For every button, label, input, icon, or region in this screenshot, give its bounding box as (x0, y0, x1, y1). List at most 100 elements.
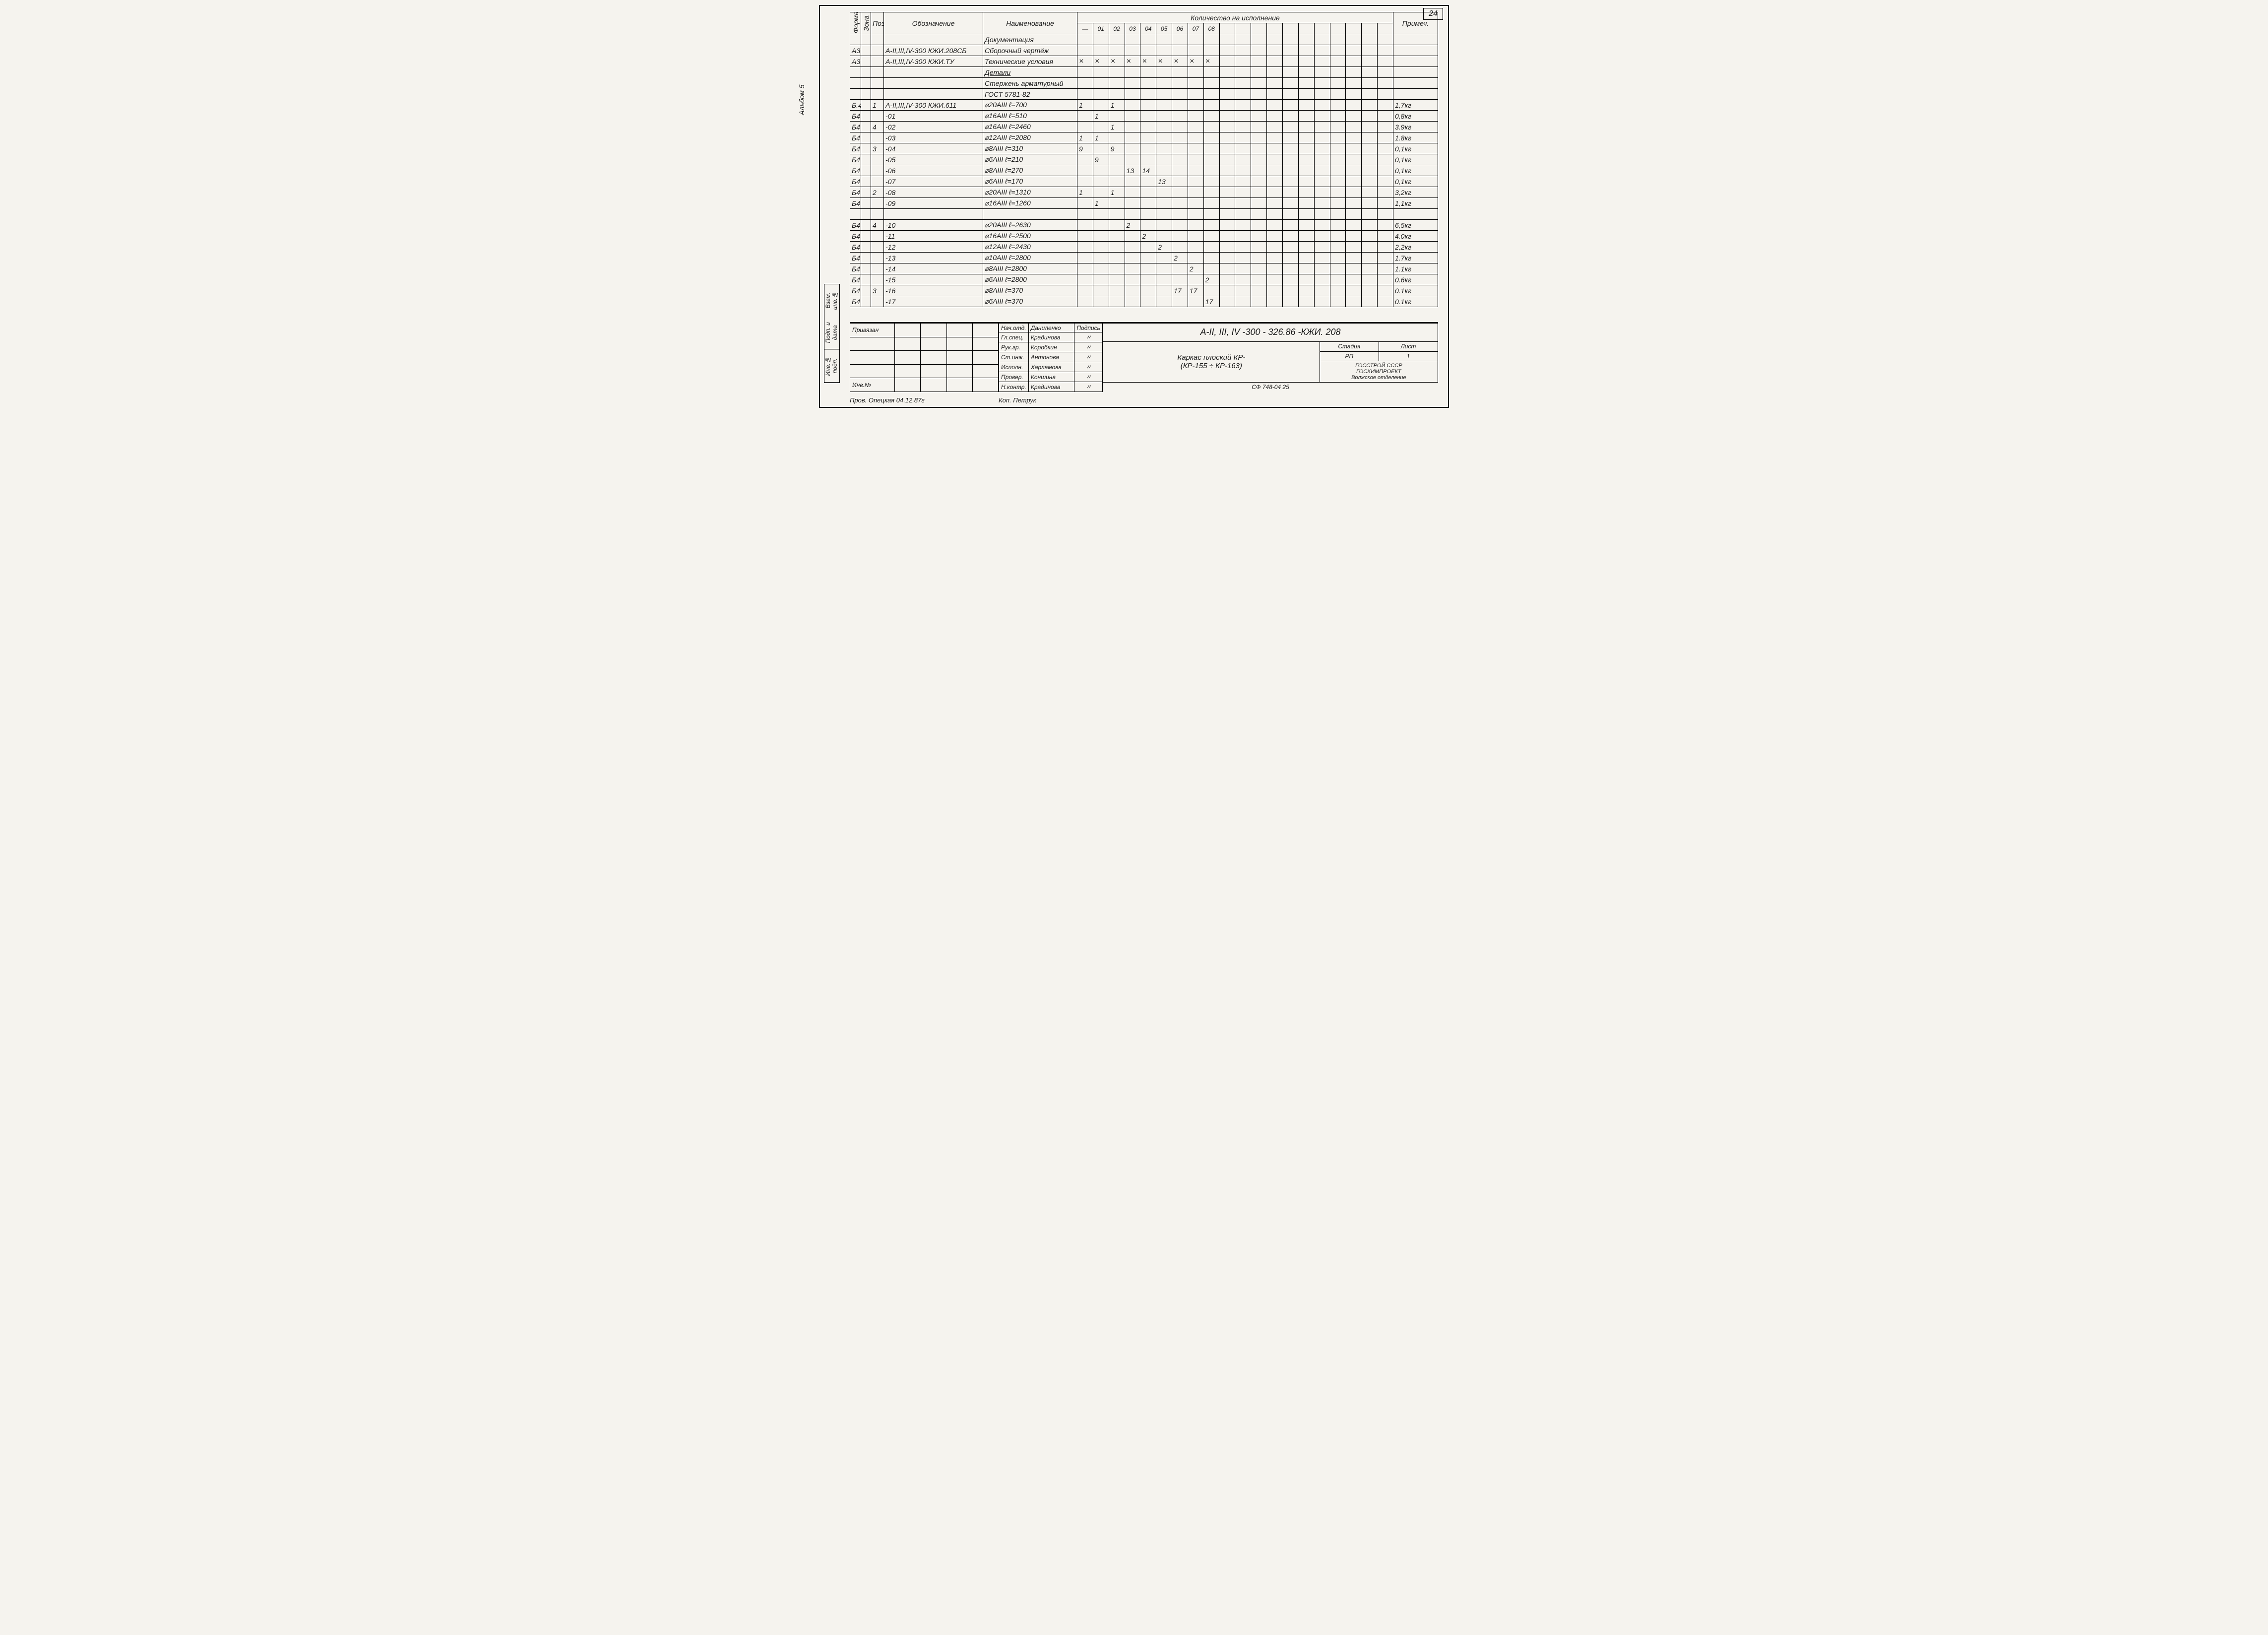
cell (1093, 78, 1109, 89)
cell (861, 285, 871, 296)
cell (1077, 122, 1093, 132)
cell (1330, 67, 1346, 78)
cell (1298, 132, 1314, 143)
cell (1235, 89, 1251, 100)
cell (1282, 176, 1298, 187)
cell (1346, 143, 1362, 154)
cell (1298, 100, 1314, 111)
cell: 0,1кг (1393, 176, 1438, 187)
cell: ⌀8АIII ℓ=2800 (983, 263, 1077, 274)
cell: 0.1кг (1393, 296, 1438, 307)
cell: × (1093, 56, 1109, 67)
tb-cell (972, 364, 998, 378)
cell (861, 89, 871, 100)
cell (1282, 78, 1298, 89)
cell (1314, 67, 1330, 78)
cell (1298, 34, 1314, 45)
cell: Б4 (850, 122, 861, 132)
cell (1235, 100, 1251, 111)
tb-row: Гл.спец.Крадинова〃 (999, 332, 1103, 342)
cell: 1,1кг (1393, 198, 1438, 209)
table-row: Б4-15⌀6АIII ℓ=280020.6кг (850, 274, 1438, 285)
cell (1362, 263, 1378, 274)
cell (1125, 209, 1140, 220)
cell (1188, 220, 1203, 231)
cell: -07 (884, 176, 983, 187)
cell (1393, 209, 1438, 220)
cell (1172, 198, 1188, 209)
cell (1251, 67, 1267, 78)
cell (1346, 296, 1362, 307)
cell (1378, 122, 1393, 132)
cell: 4 (871, 122, 884, 132)
cell (1378, 111, 1393, 122)
org-1: ГОСХИМПРОЕКТ (1356, 369, 1401, 375)
cell (1203, 67, 1219, 78)
cell (1235, 242, 1251, 253)
cell (1251, 154, 1267, 165)
table-row: Б4-11⌀16АIII ℓ=250024.0кг (850, 231, 1438, 242)
table-row: А3А-II,III,IV-300 КЖИ.208СБСборочный чер… (850, 45, 1438, 56)
qty-col-header: 03 (1125, 23, 1140, 34)
cell (1188, 45, 1203, 56)
qty-col-header (1346, 23, 1362, 34)
cell (1314, 100, 1330, 111)
cell (1298, 89, 1314, 100)
cell (1219, 67, 1235, 78)
cell (1188, 198, 1203, 209)
cell: Б4 (850, 132, 861, 143)
org-2: Волжское отделение (1351, 375, 1406, 381)
cell (1330, 220, 1346, 231)
cell (1282, 187, 1298, 198)
table-row: Б4-13⌀10АIII ℓ=280021.7кг (850, 253, 1438, 263)
cell (1330, 242, 1346, 253)
drawing-sheet: 24 Альбом 5 Взам. инв.№ Подп. и дата Инв… (819, 5, 1449, 408)
cell: ⌀16АIII ℓ=2460 (983, 122, 1077, 132)
cell (1330, 100, 1346, 111)
tb-cell: 〃 (1074, 372, 1103, 382)
cell (1362, 198, 1378, 209)
cell (1235, 296, 1251, 307)
cell (1125, 198, 1140, 209)
tb-cell (895, 351, 921, 365)
cell: 9 (1077, 143, 1093, 154)
cell (1188, 253, 1203, 263)
page-number: 24 (1423, 8, 1443, 20)
tb-row: Провер.Коншина〃 (999, 372, 1103, 382)
title-block: ПривязанИнв.№ Нач.отд.ДаниленкоПодписьГл… (850, 322, 1438, 392)
cell (1378, 45, 1393, 56)
cell (1093, 187, 1109, 198)
cell (1282, 67, 1298, 78)
cell (1172, 165, 1188, 176)
cell (1330, 34, 1346, 45)
cell (1235, 78, 1251, 89)
cell (1140, 274, 1156, 285)
cell (861, 78, 871, 89)
cell: Б4 (850, 198, 861, 209)
cell (1314, 132, 1330, 143)
cell: 1,7кг (1393, 100, 1438, 111)
cell: Документация (983, 34, 1077, 45)
cell (1093, 45, 1109, 56)
cell (1346, 220, 1362, 231)
cell (1188, 274, 1203, 285)
cell: Б4 (850, 111, 861, 122)
cell (1188, 89, 1203, 100)
cell (1156, 122, 1172, 132)
cell (1251, 253, 1267, 263)
cell (850, 209, 861, 220)
cell: 2 (1125, 220, 1140, 231)
cell (1172, 100, 1188, 111)
cell (1156, 165, 1172, 176)
tb-cell (946, 378, 972, 392)
cell (1156, 111, 1172, 122)
cell (1362, 154, 1378, 165)
qty-col-header: — (1077, 23, 1093, 34)
table-row: Детали (850, 67, 1438, 78)
cell (1282, 209, 1298, 220)
cell (1172, 263, 1188, 274)
table-row: Б.41А-II,III,IV-300 КЖИ.611⌀20АIII ℓ=700… (850, 100, 1438, 111)
cell: -06 (884, 165, 983, 176)
cell (1156, 67, 1172, 78)
cell (1077, 89, 1093, 100)
